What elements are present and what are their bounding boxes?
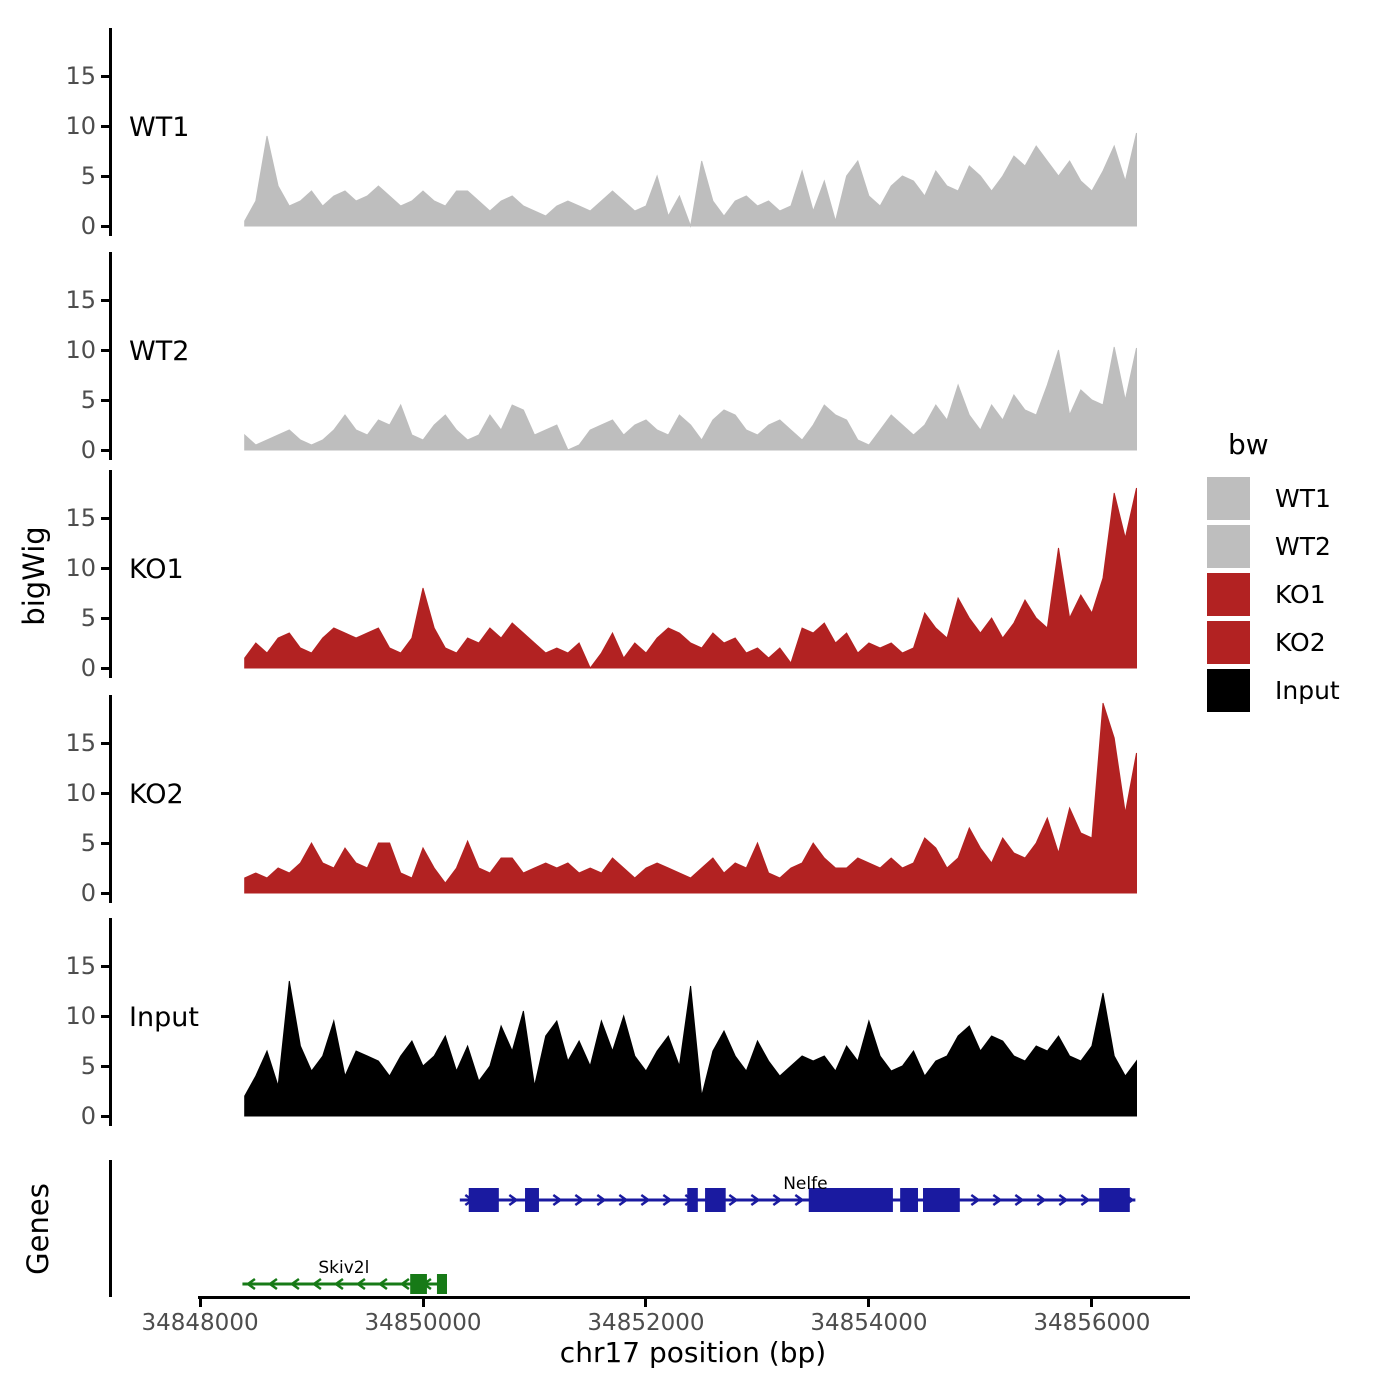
coverage-area-wt1	[244, 132, 1137, 228]
y-tick-mark	[101, 1014, 110, 1018]
x-tick-label: 34850000	[364, 1310, 482, 1336]
track-label-ko1: KO1	[129, 554, 184, 585]
y-axis-line	[109, 918, 112, 1126]
y-axis-line	[109, 695, 112, 903]
legend-label-ko2: KO2	[1275, 628, 1326, 657]
y-tick-label: 5	[80, 829, 96, 857]
y-tick-label: 0	[80, 436, 96, 464]
genes-y-axis-line	[109, 1160, 112, 1297]
y-tick-label: 10	[65, 1002, 96, 1030]
legend-label-wt2: WT2	[1275, 532, 1331, 561]
y-tick-mark	[101, 224, 110, 228]
x-tick-mark	[1090, 1299, 1094, 1307]
track-panel-ko1: KO1 0 5 10 15	[0, 470, 1400, 682]
y-tick-label: 0	[80, 654, 96, 682]
legend-label-wt1: WT1	[1275, 484, 1331, 513]
y-tick-label: 15	[65, 286, 96, 314]
y-tick-mark	[101, 124, 110, 128]
y-tick-label: 0	[80, 212, 96, 240]
coverage-area-wt2	[244, 346, 1137, 451]
y-tick-mark	[101, 566, 110, 570]
legend-swatch-wt2	[1207, 525, 1250, 568]
coverage-area-ko1	[244, 487, 1137, 669]
y-tick-label: 10	[65, 336, 96, 364]
y-tick-mark	[101, 448, 110, 452]
x-tick-mark	[644, 1299, 648, 1307]
legend-title: bw	[1228, 428, 1269, 461]
y-tick-mark	[101, 398, 110, 402]
y-tick-mark	[101, 174, 110, 178]
y-tick-mark	[101, 666, 110, 670]
y-tick-label: 5	[80, 604, 96, 632]
y-tick-mark	[101, 964, 110, 968]
legend-entry-input: Input	[1207, 669, 1340, 712]
track-label-wt1: WT1	[129, 112, 190, 143]
y-tick-label: 10	[65, 779, 96, 807]
track-panel-wt1: WT1 0 5 10 15	[0, 28, 1400, 240]
y-tick-label: 15	[65, 729, 96, 757]
y-tick-mark	[101, 74, 110, 78]
y-tick-label: 15	[65, 952, 96, 980]
x-tick-mark	[867, 1299, 871, 1307]
legend-swatch-ko1	[1207, 573, 1250, 616]
gene-label-skiv2l: Skiv2l	[318, 1258, 370, 1278]
legend-label-ko1: KO1	[1275, 580, 1326, 609]
track-panel-input: Input 0 5 10 15	[0, 918, 1400, 1130]
y-tick-mark	[101, 348, 110, 352]
y-tick-label: 0	[80, 879, 96, 907]
x-axis-line	[198, 1296, 1190, 1299]
y-tick-label: 5	[80, 386, 96, 414]
y-tick-mark	[101, 741, 110, 745]
y-tick-mark	[101, 1114, 110, 1118]
y-tick-mark	[101, 1064, 110, 1068]
y-axis-line	[109, 252, 112, 460]
legend-swatch-input	[1207, 669, 1250, 712]
x-tick-label: 34852000	[587, 1310, 705, 1336]
y-tick-label: 10	[65, 554, 96, 582]
legend-entry-ko2: KO2	[1207, 621, 1340, 664]
legend-entry-ko1: KO1	[1207, 573, 1340, 616]
coverage-area-input	[244, 980, 1137, 1117]
y-tick-mark	[101, 516, 110, 520]
legend-label-input: Input	[1275, 676, 1340, 705]
legend-swatch-ko2	[1207, 621, 1250, 664]
y-tick-mark	[101, 616, 110, 620]
track-label-ko2: KO2	[129, 779, 184, 810]
y-tick-mark	[101, 298, 110, 302]
y-tick-mark	[101, 841, 110, 845]
y-tick-label: 15	[65, 504, 96, 532]
x-tick-label: 34848000	[141, 1310, 259, 1336]
track-label-wt2: WT2	[129, 336, 190, 367]
track-panel-wt2: WT2 0 5 10 15	[0, 252, 1400, 464]
y-tick-label: 5	[80, 162, 96, 190]
legend-swatch-wt1	[1207, 477, 1250, 520]
legend-entry-wt2: WT2	[1207, 525, 1340, 568]
x-tick-mark	[198, 1299, 202, 1307]
genes-panel: Nelfe Skiv2l	[0, 1160, 1400, 1298]
x-tick-label: 34856000	[1033, 1310, 1151, 1336]
y-tick-label: 10	[65, 112, 96, 140]
y-tick-label: 0	[80, 1102, 96, 1130]
x-tick-label: 34854000	[810, 1310, 928, 1336]
coverage-area-ko2	[244, 702, 1137, 894]
y-tick-label: 15	[65, 62, 96, 90]
track-label-input: Input	[129, 1002, 199, 1033]
gene-label-nelfe: Nelfe	[783, 1174, 828, 1194]
legend: bw WT1 WT2 KO1 KO2 Input	[1207, 428, 1340, 717]
y-axis-line	[109, 28, 112, 236]
y-tick-label: 5	[80, 1052, 96, 1080]
legend-entry-wt1: WT1	[1207, 477, 1340, 520]
gene-models	[242, 1188, 1136, 1294]
x-axis-title: chr17 position (bp)	[559, 1336, 827, 1369]
x-tick-mark	[421, 1299, 425, 1307]
y-axis-line	[109, 470, 112, 678]
y-tick-mark	[101, 891, 110, 895]
track-panel-ko2: KO2 0 5 10 15	[0, 695, 1400, 907]
y-tick-mark	[101, 791, 110, 795]
